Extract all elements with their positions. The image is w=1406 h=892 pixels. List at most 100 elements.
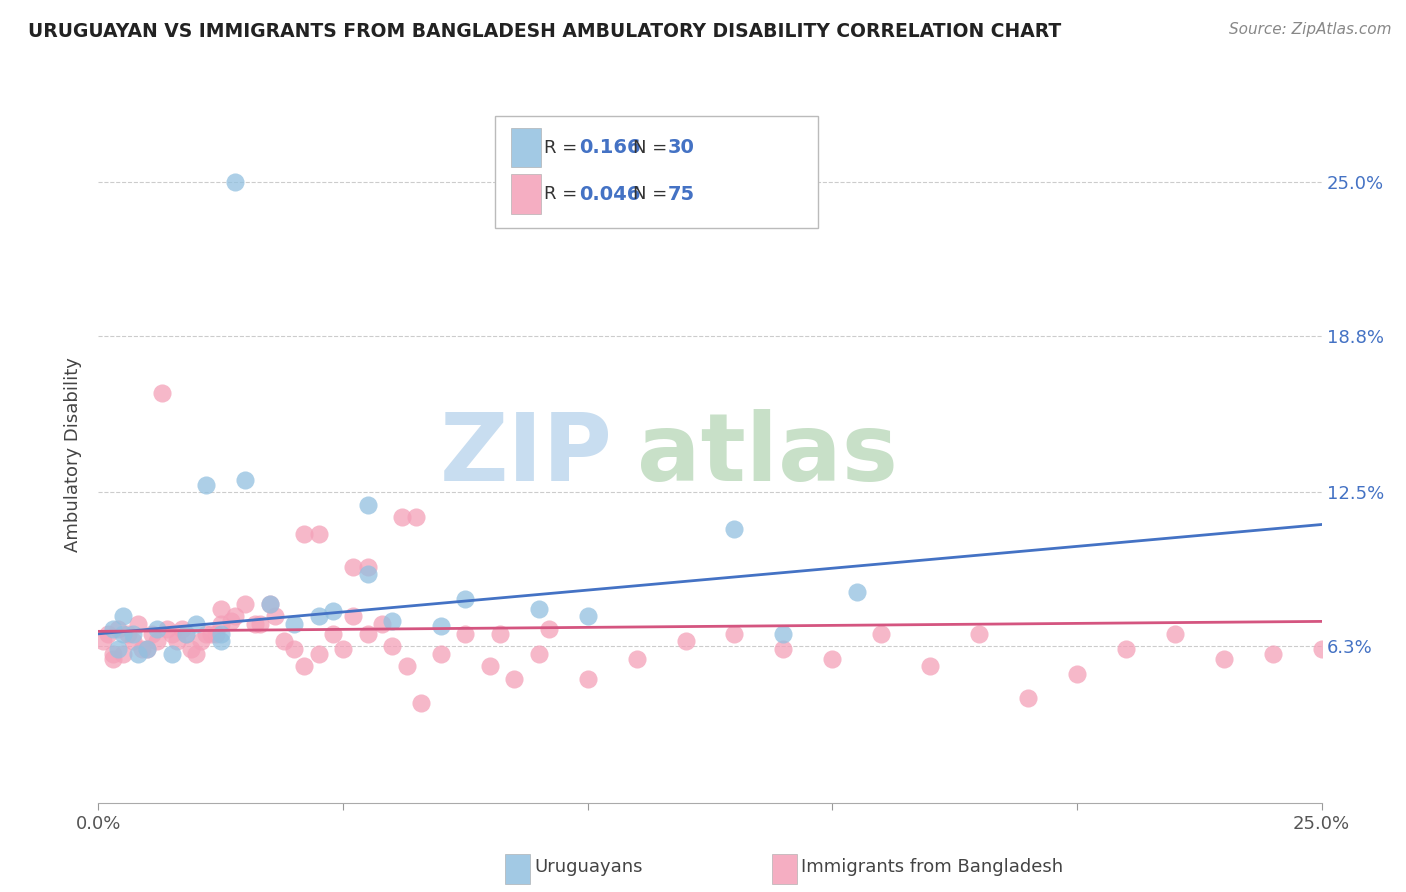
Point bbox=[190, 634, 212, 648]
Point bbox=[283, 616, 305, 631]
Text: R =: R = bbox=[544, 186, 583, 203]
Point bbox=[395, 659, 418, 673]
Text: R =: R = bbox=[544, 139, 583, 157]
Point bbox=[170, 622, 193, 636]
Point bbox=[101, 622, 124, 636]
Point bbox=[243, 616, 266, 631]
Point bbox=[209, 627, 232, 641]
Point bbox=[356, 498, 378, 512]
Point bbox=[224, 175, 246, 189]
Point bbox=[263, 609, 285, 624]
Point bbox=[356, 567, 378, 582]
Point bbox=[1115, 641, 1137, 656]
Point bbox=[308, 647, 330, 661]
Point bbox=[259, 597, 281, 611]
Text: Uruguayans: Uruguayans bbox=[534, 858, 643, 876]
Text: N =: N = bbox=[633, 139, 673, 157]
Point bbox=[292, 659, 315, 673]
Text: 30: 30 bbox=[668, 138, 695, 157]
Point bbox=[675, 634, 697, 648]
Point bbox=[454, 592, 477, 607]
Point bbox=[283, 641, 305, 656]
Point bbox=[233, 597, 256, 611]
Point bbox=[430, 647, 453, 661]
Point bbox=[430, 619, 453, 633]
Point bbox=[209, 634, 232, 648]
Point bbox=[1261, 647, 1284, 661]
Point bbox=[371, 616, 394, 631]
Point bbox=[576, 672, 599, 686]
Point bbox=[136, 641, 159, 656]
Point bbox=[322, 627, 344, 641]
Point bbox=[117, 627, 139, 641]
Text: 0.166: 0.166 bbox=[579, 138, 641, 157]
Point bbox=[308, 527, 330, 541]
Point bbox=[332, 641, 354, 656]
Y-axis label: Ambulatory Disability: Ambulatory Disability bbox=[65, 358, 83, 552]
Point bbox=[870, 627, 893, 641]
Point bbox=[233, 473, 256, 487]
Point bbox=[156, 622, 179, 636]
Point bbox=[111, 609, 134, 624]
Point bbox=[356, 559, 378, 574]
Point bbox=[411, 697, 433, 711]
Point bbox=[146, 634, 169, 648]
Point bbox=[259, 597, 281, 611]
Point bbox=[200, 627, 222, 641]
Point bbox=[342, 609, 364, 624]
Point bbox=[1017, 691, 1039, 706]
Point bbox=[146, 622, 169, 636]
Point bbox=[527, 647, 550, 661]
Text: atlas: atlas bbox=[637, 409, 897, 501]
Point bbox=[111, 627, 134, 641]
Point bbox=[273, 634, 295, 648]
Point bbox=[121, 634, 143, 648]
Point bbox=[141, 627, 163, 641]
Point bbox=[150, 385, 173, 400]
Text: Immigrants from Bangladesh: Immigrants from Bangladesh bbox=[801, 858, 1063, 876]
Point bbox=[160, 627, 183, 641]
Point bbox=[405, 510, 427, 524]
Point bbox=[107, 622, 129, 636]
Point bbox=[107, 641, 129, 656]
Point bbox=[381, 639, 404, 653]
Text: Source: ZipAtlas.com: Source: ZipAtlas.com bbox=[1229, 22, 1392, 37]
Point bbox=[1066, 666, 1088, 681]
Point bbox=[97, 627, 120, 641]
Point bbox=[322, 605, 344, 619]
Text: N =: N = bbox=[633, 186, 673, 203]
Point bbox=[160, 647, 183, 661]
Point bbox=[503, 672, 526, 686]
Point bbox=[537, 622, 560, 636]
Point bbox=[111, 647, 134, 661]
Point bbox=[626, 651, 648, 665]
Point bbox=[723, 627, 745, 641]
Text: 75: 75 bbox=[668, 185, 695, 203]
Point bbox=[127, 647, 149, 661]
Point bbox=[176, 627, 198, 641]
Point bbox=[205, 627, 228, 641]
Point bbox=[1212, 651, 1234, 665]
Point bbox=[1164, 627, 1187, 641]
Point bbox=[195, 627, 218, 641]
Point bbox=[136, 641, 159, 656]
Point bbox=[391, 510, 413, 524]
Point bbox=[176, 627, 198, 641]
Point bbox=[772, 641, 794, 656]
Text: ZIP: ZIP bbox=[439, 409, 612, 501]
Point bbox=[772, 627, 794, 641]
Point bbox=[478, 659, 501, 673]
Text: URUGUAYAN VS IMMIGRANTS FROM BANGLADESH AMBULATORY DISABILITY CORRELATION CHART: URUGUAYAN VS IMMIGRANTS FROM BANGLADESH … bbox=[28, 22, 1062, 41]
Point bbox=[576, 609, 599, 624]
Point bbox=[91, 634, 114, 648]
Point bbox=[292, 527, 315, 541]
Point bbox=[101, 651, 124, 665]
Point bbox=[209, 616, 232, 631]
Point bbox=[920, 659, 942, 673]
Point bbox=[219, 615, 242, 629]
Point bbox=[723, 523, 745, 537]
Point bbox=[195, 477, 218, 491]
Point bbox=[821, 651, 844, 665]
Point bbox=[308, 609, 330, 624]
Point bbox=[186, 647, 208, 661]
